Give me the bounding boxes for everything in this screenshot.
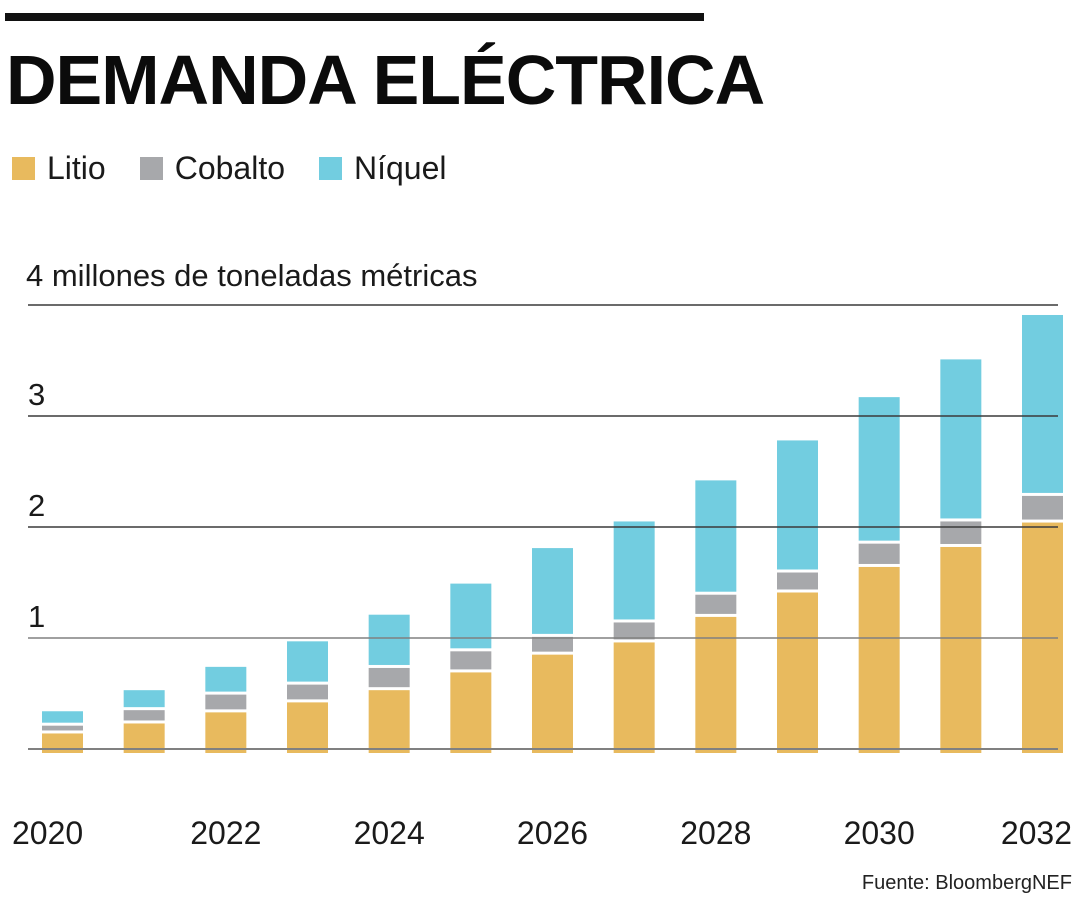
x-tick-label-2030: 2030 (844, 815, 915, 851)
bar-litio-2026 (532, 654, 573, 753)
legend: Litio Cobalto Níquel (12, 148, 481, 188)
y-tick-labels: 3 2 1 (28, 377, 45, 634)
x-tick-label-2028: 2028 (680, 815, 751, 851)
bar-stack-2031 (940, 359, 982, 753)
bar-stack-2024 (368, 614, 410, 753)
bar-niquel-2030 (858, 397, 900, 541)
source-note: Fuente: BloombergNEF (861, 872, 1072, 894)
bar-niquel-2027 (613, 521, 655, 620)
bar-litio-2022 (205, 712, 247, 753)
bar-cobalto-2026 (532, 636, 573, 652)
bar-stack-2028 (695, 480, 737, 753)
y-tick-label-1: 1 (28, 599, 45, 634)
bar-niquel-2023 (287, 641, 328, 682)
bar-stack-2023 (287, 641, 328, 753)
bar-cobalto-2024 (368, 667, 410, 688)
bar-cobalto-2032 (1022, 495, 1063, 520)
legend-swatch-niquel (319, 156, 342, 180)
bar-litio-2023 (287, 702, 328, 753)
bar-niquel-2028 (695, 480, 737, 592)
bar-niquel-2021 (123, 690, 165, 708)
bar-cobalto-2020 (42, 725, 83, 731)
bar-niquel-2026 (532, 548, 573, 634)
y-tick-label-3: 3 (28, 377, 45, 412)
bar-litio-2027 (613, 642, 655, 753)
legend-item-niquel: Níquel (319, 150, 447, 187)
bar-litio-2029 (777, 592, 818, 753)
legend-swatch-cobalto (139, 156, 163, 180)
legend-label-niquel: Níquel (354, 149, 447, 186)
bar-niquel-2031 (940, 359, 982, 519)
overlay-gridlines (28, 304, 1058, 750)
bar-stack-2027 (613, 521, 655, 753)
bar-niquel-2022 (205, 666, 247, 692)
bar-cobalto-2031 (940, 521, 982, 544)
bar-litio-2025 (450, 672, 492, 753)
bar-cobalto-2029 (777, 572, 818, 590)
bar-litio-2020 (42, 733, 83, 753)
bar-stack-2020 (42, 711, 83, 753)
legend-swatch-litio (12, 156, 35, 180)
top-rule (5, 13, 704, 21)
x-tick-label-2022: 2022 (190, 815, 261, 851)
bar-niquel-2029 (777, 440, 818, 570)
bar-stack-2030 (858, 397, 900, 753)
x-tick-labels: 2020 2022 2024 2026 2028 2030 2032 (12, 815, 1072, 851)
bar-litio-2031 (940, 546, 982, 753)
bar-litio-2030 (858, 566, 900, 753)
bar-litio-2024 (368, 690, 410, 753)
legend-label-litio: Litio (47, 149, 106, 186)
legend-item-cobalto: Cobalto (139, 149, 285, 187)
y-axis-unit-label: 4 millones de toneladas métricas (26, 258, 478, 293)
bar-niquel-2020 (42, 711, 83, 723)
bar-stack-2032 (1022, 314, 1063, 753)
y-tick-label-2: 2 (28, 488, 45, 523)
bar-litio-2028 (695, 616, 737, 753)
bar-cobalto-2030 (858, 543, 900, 564)
bar-cobalto-2027 (613, 622, 655, 640)
x-tick-label-2024: 2024 (354, 815, 425, 851)
bar-niquel-2032 (1022, 314, 1063, 493)
bar-cobalto-2023 (287, 684, 328, 700)
bar-stack-2026 (532, 548, 573, 753)
bar-stack-2025 (450, 583, 492, 753)
x-tick-label-2032: 2032 (1001, 815, 1072, 851)
bar-cobalto-2028 (695, 594, 737, 614)
bar-niquel-2024 (368, 614, 410, 665)
x-tick-label-2020: 2020 (12, 815, 83, 851)
chart-title: DEMANDA ELÉCTRICA (6, 41, 765, 119)
bar-cobalto-2021 (123, 710, 165, 721)
bar-stack-2021 (123, 690, 165, 753)
legend-label-cobalto: Cobalto (174, 149, 285, 186)
bar-cobalto-2022 (205, 694, 247, 710)
bar-cobalto-2025 (450, 651, 492, 670)
bars (42, 314, 1063, 753)
x-tick-label-2026: 2026 (517, 815, 588, 851)
legend-item-litio: Litio (12, 150, 106, 187)
bar-stack-2029 (777, 440, 818, 753)
bar-stack-2022 (205, 666, 247, 753)
